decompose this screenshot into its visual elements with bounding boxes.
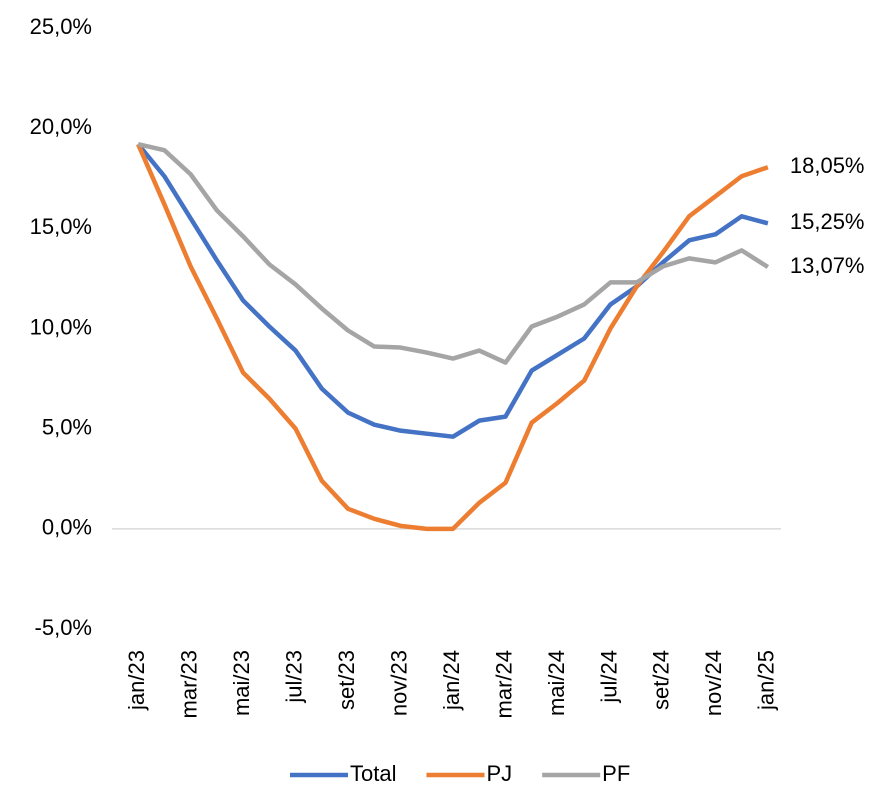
x-tick-label: set/23 — [334, 650, 359, 710]
x-tick-label: jan/24 — [439, 650, 464, 711]
x-tick-label: jul/23 — [281, 650, 306, 704]
x-tick-label: mar/23 — [176, 650, 201, 718]
y-tick-label: 10,0% — [30, 314, 92, 339]
x-tick-label: mai/24 — [544, 650, 569, 716]
y-tick-label: 0,0% — [42, 515, 92, 540]
legend-label: PJ — [486, 761, 512, 786]
x-tick-label: mar/24 — [491, 650, 516, 718]
data-label: 13,07% — [790, 253, 865, 278]
y-tick-label: 20,0% — [30, 114, 92, 139]
legend-label: PF — [602, 761, 630, 786]
series-line — [136, 142, 769, 439]
x-tick-label: jul/24 — [596, 650, 621, 704]
series-line — [136, 143, 769, 532]
legend-label: Total — [350, 761, 396, 786]
x-tick-label: set/24 — [649, 650, 674, 710]
y-tick-label: -5,0% — [35, 615, 92, 640]
series-line — [137, 141, 770, 365]
data-label: 15,25% — [790, 209, 865, 234]
x-tick-label: jan/23 — [124, 650, 149, 711]
x-tick-label: jan/25 — [754, 650, 779, 711]
x-tick-label: mai/23 — [229, 650, 254, 716]
data-label: 18,05% — [790, 153, 865, 178]
y-tick-label: 15,0% — [30, 214, 92, 239]
x-tick-label: nov/24 — [701, 650, 726, 716]
y-tick-label: 5,0% — [42, 414, 92, 439]
x-tick-label: nov/23 — [386, 650, 411, 716]
y-tick-label: 25,0% — [30, 14, 92, 39]
